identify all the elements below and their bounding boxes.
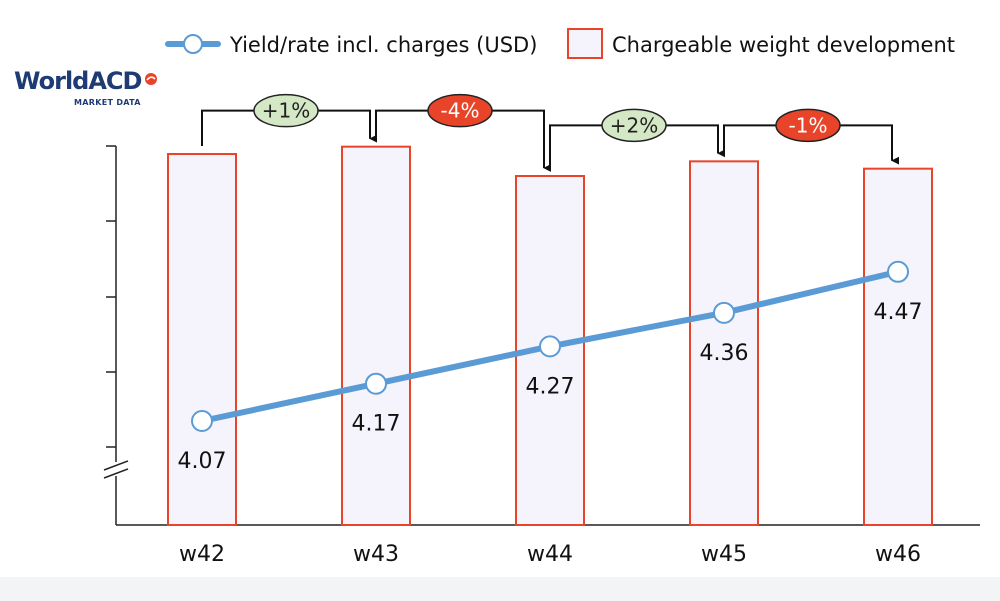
logo-subtitle: MARKET DATA [74, 98, 141, 107]
yield-label-w43: 4.17 [352, 412, 401, 437]
bar-w43 [341, 145, 411, 526]
change-badge-w42-w43 [253, 93, 319, 128]
change-connectors: +1% -4% +2% -1% [201, 93, 900, 172]
yield-point-w43 [365, 372, 387, 395]
legend-bar-swatch [567, 28, 603, 59]
change-badge-w45-w46 [775, 108, 841, 143]
change-badge-w44-w45 [601, 108, 667, 143]
x-axis-ticks: w42 w43 w44 w45 w46 [179, 542, 921, 567]
yield-point-w45 [713, 301, 735, 324]
legend-line-marker [183, 34, 203, 54]
change-badge-w43-w44 [427, 93, 493, 128]
x-tick-label-w43: w43 [353, 542, 399, 567]
bar-w42 [167, 153, 237, 526]
bar-w46 [863, 167, 933, 526]
yield-label-w44: 4.27 [526, 374, 575, 399]
yield-label-w45: 4.36 [700, 341, 749, 366]
yield-label-w46: 4.47 [874, 300, 923, 325]
bar-series [167, 145, 933, 526]
axis-break-gap [104, 462, 128, 476]
legend-label-yield: Yield/rate incl. charges (USD) [229, 33, 537, 57]
change-label-w42-w43: +1% [262, 99, 311, 123]
change-label-w44-w45: +2% [610, 113, 659, 137]
worldacd-logo: WorldACD MARKET DATA [14, 67, 174, 117]
logo-wordmark: WorldACD [14, 67, 142, 95]
x-tick-label-w46: w46 [875, 542, 921, 567]
yield-point-w46 [887, 260, 909, 283]
yield-point-w44 [539, 335, 561, 358]
x-tick-label-w45: w45 [701, 542, 747, 567]
chart-legend: Yield/rate incl. charges (USD) Chargeable… [165, 28, 955, 59]
bar-w45 [689, 160, 759, 526]
change-label-w43-w44: -4% [441, 99, 480, 123]
line-series: 4.07 4.17 4.27 4.36 4.47 [178, 260, 923, 474]
legend-label-weight: Chargeable weight development [612, 33, 955, 57]
change-label-w45-w46: -1% [789, 113, 828, 137]
axis-break-mark-lower [103, 468, 129, 479]
yield-point-w42 [191, 410, 213, 432]
logo-swirl-icon [145, 73, 157, 85]
footer-band [0, 577, 1000, 601]
axis-break-mark-upper [103, 460, 129, 471]
yield-label-w42: 4.07 [178, 449, 227, 474]
x-tick-label-w44: w44 [527, 542, 573, 567]
x-tick-label-w42: w42 [179, 542, 225, 567]
